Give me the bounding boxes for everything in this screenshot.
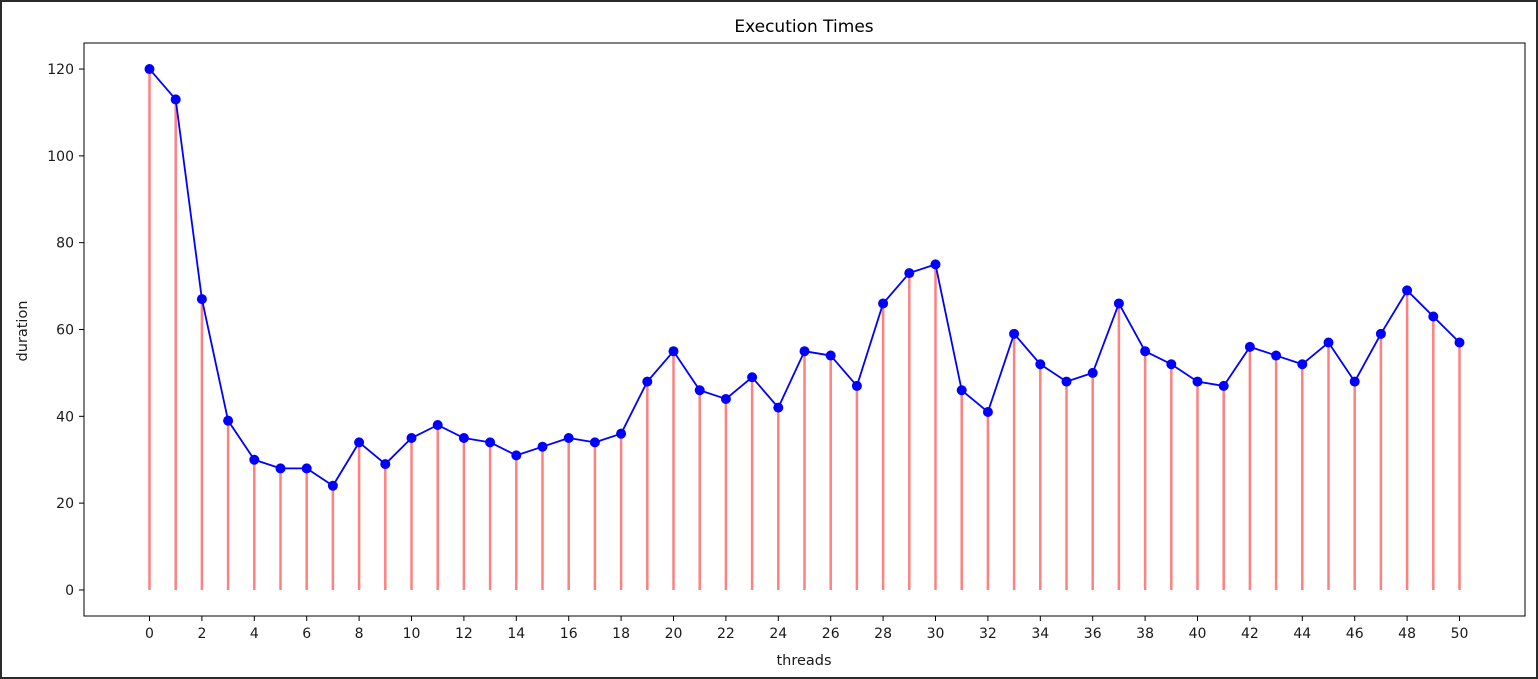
data-point bbox=[563, 433, 574, 444]
x-tick-label: 46 bbox=[1346, 626, 1364, 642]
chart-title: Execution Times bbox=[734, 17, 873, 37]
data-point bbox=[930, 259, 941, 270]
x-tick-label: 4 bbox=[250, 626, 259, 642]
data-point bbox=[1349, 376, 1360, 387]
data-point bbox=[275, 463, 286, 474]
data-point bbox=[825, 350, 836, 361]
data-point bbox=[642, 376, 653, 387]
data-point bbox=[485, 437, 496, 448]
y-tick-label: 20 bbox=[56, 496, 74, 512]
data-point bbox=[1428, 311, 1439, 322]
x-tick-label: 0 bbox=[145, 626, 154, 642]
data-point bbox=[380, 459, 391, 470]
x-tick-label: 6 bbox=[302, 626, 311, 642]
y-tick-label: 120 bbox=[47, 62, 74, 78]
x-tick-label: 2 bbox=[197, 626, 206, 642]
x-tick-label: 36 bbox=[1084, 626, 1102, 642]
data-point bbox=[432, 420, 443, 430]
stem-lines bbox=[148, 69, 1461, 590]
x-tick-label: 28 bbox=[874, 626, 892, 642]
data-point bbox=[249, 454, 260, 465]
x-tick-label: 48 bbox=[1398, 626, 1416, 642]
data-point bbox=[327, 480, 338, 491]
data-point bbox=[1375, 328, 1386, 339]
data-point bbox=[301, 463, 312, 474]
x-tick-label: 18 bbox=[612, 626, 630, 642]
x-tick-label: 12 bbox=[455, 626, 473, 642]
data-point bbox=[747, 372, 758, 383]
x-tick-label: 34 bbox=[1031, 626, 1049, 642]
data-point bbox=[1009, 328, 1020, 339]
data-point bbox=[511, 450, 522, 461]
x-tick-label: 50 bbox=[1451, 626, 1469, 642]
data-point bbox=[694, 385, 705, 396]
data-point bbox=[196, 294, 207, 305]
y-tick-label: 0 bbox=[65, 583, 74, 599]
data-point bbox=[1218, 380, 1229, 391]
x-tick-label: 38 bbox=[1136, 626, 1154, 642]
x-axis-label: threads bbox=[776, 653, 831, 669]
data-point bbox=[1113, 298, 1124, 309]
data-point bbox=[1166, 359, 1177, 370]
x-axis-ticks: 0 2 4 6 8 10 12 14 16 18 20 22 24 26 28 30 32 34 36 38 40 42 4… bbox=[145, 616, 1468, 642]
data-point bbox=[1244, 341, 1255, 352]
y-tick-label: 40 bbox=[56, 409, 74, 425]
data-point bbox=[982, 406, 993, 417]
data-point bbox=[1140, 346, 1151, 357]
x-tick-label: 16 bbox=[560, 626, 578, 642]
data-point bbox=[223, 415, 234, 426]
x-tick-label: 8 bbox=[355, 626, 364, 642]
data-point bbox=[799, 346, 810, 357]
data-point bbox=[904, 268, 915, 279]
x-tick-label: 24 bbox=[769, 626, 787, 642]
y-axis-label: duration bbox=[15, 300, 31, 361]
data-point bbox=[1271, 350, 1282, 361]
data-point bbox=[1402, 285, 1413, 296]
x-tick-label: 30 bbox=[927, 626, 945, 642]
data-point bbox=[1087, 367, 1098, 378]
data-point bbox=[170, 94, 181, 105]
data-point bbox=[589, 437, 600, 448]
y-tick-label: 80 bbox=[56, 236, 74, 252]
data-point bbox=[1035, 359, 1046, 370]
data-point bbox=[1323, 337, 1334, 348]
data-point bbox=[720, 393, 731, 404]
x-tick-label: 26 bbox=[822, 626, 840, 642]
data-point bbox=[1192, 376, 1203, 387]
x-tick-label: 42 bbox=[1241, 626, 1259, 642]
x-tick-label: 20 bbox=[665, 626, 683, 642]
marker-group bbox=[144, 64, 1465, 491]
y-axis-ticks: 0 20 40 60 80 100 120 bbox=[47, 62, 84, 599]
data-point bbox=[1297, 359, 1308, 370]
data-point bbox=[354, 437, 365, 448]
data-point bbox=[537, 441, 548, 452]
data-point bbox=[406, 433, 417, 444]
x-tick-label: 14 bbox=[507, 626, 525, 642]
x-tick-label: 32 bbox=[979, 626, 997, 642]
data-point bbox=[1061, 376, 1072, 387]
y-tick-label: 60 bbox=[56, 323, 74, 339]
data-point bbox=[773, 402, 784, 413]
data-point bbox=[956, 385, 967, 396]
data-point bbox=[458, 433, 469, 444]
data-point bbox=[1454, 337, 1465, 348]
x-tick-label: 22 bbox=[717, 626, 735, 642]
data-point bbox=[144, 64, 155, 75]
data-point bbox=[668, 346, 679, 357]
x-tick-label: 40 bbox=[1189, 626, 1207, 642]
data-point bbox=[851, 380, 862, 391]
data-point bbox=[878, 298, 889, 309]
x-tick-label: 44 bbox=[1293, 626, 1311, 642]
y-tick-label: 100 bbox=[47, 149, 74, 165]
data-point bbox=[616, 428, 627, 439]
x-tick-label: 10 bbox=[403, 626, 421, 642]
